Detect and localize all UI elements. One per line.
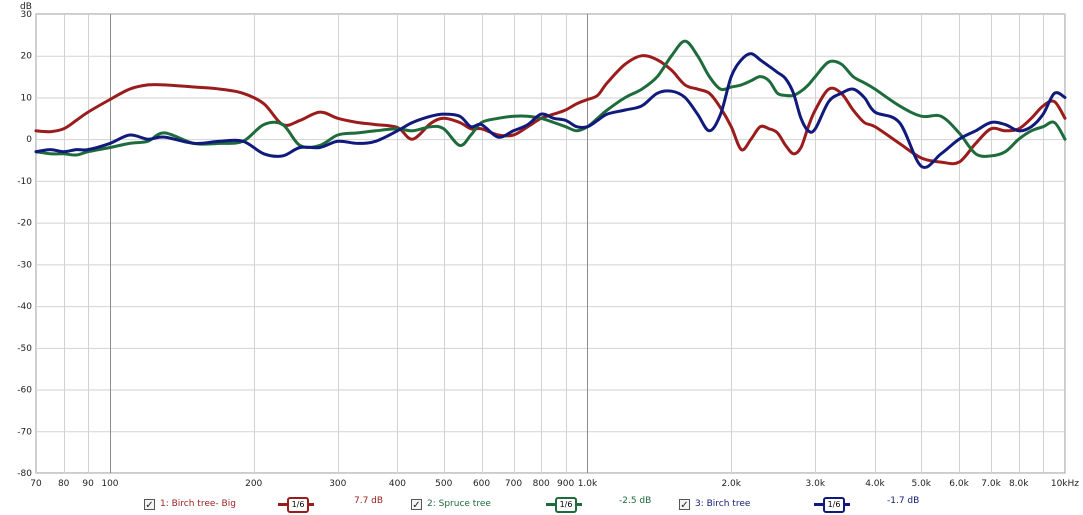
y-axis-label: dB — [20, 2, 32, 12]
x-tick-label: 7.0k — [981, 479, 1001, 489]
x-tick-label: 70 — [30, 479, 42, 489]
x-tick-label: 90 — [82, 479, 94, 489]
series-2-offset: -2.5 dB — [619, 496, 652, 506]
legend-item-1[interactable]: ✓ 1: Birch tree- Big — [144, 496, 236, 512]
y-tick-label: -20 — [17, 219, 32, 229]
series-group — [34, 39, 1067, 169]
y-tick-label: -30 — [17, 260, 32, 270]
x-tick-label: 8.0k — [1009, 479, 1029, 489]
series-2-smoothing: 1/6 — [555, 497, 577, 513]
y-tick-label: 0 — [26, 135, 32, 145]
series-1-smoothing: 1/6 — [287, 497, 309, 513]
y-tick-label: -10 — [17, 177, 32, 187]
y-tick-label: 10 — [21, 93, 33, 103]
x-tick-label: 900 — [557, 479, 574, 489]
x-tick-label: 3.0k — [806, 479, 826, 489]
legend-item-3[interactable]: ✓ 3: Birch tree — [679, 496, 750, 512]
y-tick-label: -60 — [17, 386, 32, 396]
x-tick-label: 400 — [389, 479, 406, 489]
series-1-checkbox[interactable]: ✓ — [144, 498, 155, 511]
series-2-checkbox[interactable]: ✓ — [411, 498, 422, 511]
series-3-name: 3: Birch tree — [695, 499, 751, 509]
series-line-2 — [34, 39, 1067, 158]
x-tick-label: 600 — [473, 479, 490, 489]
series-3-smoothing-swatch[interactable]: 1/6 — [814, 497, 850, 513]
x-tick-label: 100 — [101, 479, 118, 489]
x-tick-label: 10kHz — [1051, 479, 1079, 489]
x-axis-ticks: 70 80 90 100 200 300 400 500 600 700 800 900 1.0k 2.0… — [30, 479, 1079, 489]
x-tick-label: 5.0k — [911, 479, 931, 489]
series-3-offset: -1.7 dB — [887, 496, 920, 506]
x-tick-label: 300 — [329, 479, 346, 489]
x-tick-label: 4.0k — [865, 479, 885, 489]
series-1-name: 1: Birch tree- Big — [160, 499, 236, 509]
y-tick-label: 30 — [21, 10, 33, 20]
x-tick-label: 700 — [505, 479, 522, 489]
legend: ✓ 1: Birch tree- Big 1/6 7.7 dB ✓ 2: Spr… — [0, 494, 1083, 514]
y-axis-ticks: 30 20 10 0 -10 -20 -30 -40 -50 -60 -70 -80 — [17, 10, 32, 479]
x-tick-label: 2.0k — [721, 479, 741, 489]
x-tick-label: 800 — [533, 479, 550, 489]
series-1-smoothing-swatch[interactable]: 1/6 — [278, 497, 314, 513]
x-tick-label: 80 — [58, 479, 70, 489]
x-tick-label: 1.0k — [578, 479, 598, 489]
series-1-offset: 7.7 dB — [354, 496, 384, 506]
y-tick-label: -40 — [17, 302, 32, 312]
y-tick-label: -80 — [17, 469, 32, 479]
y-tick-label: 20 — [21, 52, 33, 62]
series-2-name: 2: Spruce tree — [427, 499, 491, 509]
legend-item-2[interactable]: ✓ 2: Spruce tree — [411, 496, 491, 512]
x-tick-label: 200 — [245, 479, 262, 489]
grid — [35, 13, 1066, 474]
series-3-checkbox[interactable]: ✓ — [679, 498, 690, 511]
series-line-3 — [34, 52, 1067, 169]
series-2-smoothing-swatch[interactable]: 1/6 — [546, 497, 582, 513]
series-3-smoothing: 1/6 — [823, 497, 845, 513]
plot-area — [35, 13, 1066, 474]
y-tick-label: -50 — [17, 344, 32, 354]
x-tick-label: 6.0k — [949, 479, 969, 489]
x-tick-label: 500 — [435, 479, 452, 489]
series-line-1 — [34, 54, 1067, 166]
y-tick-label: -70 — [17, 427, 32, 437]
